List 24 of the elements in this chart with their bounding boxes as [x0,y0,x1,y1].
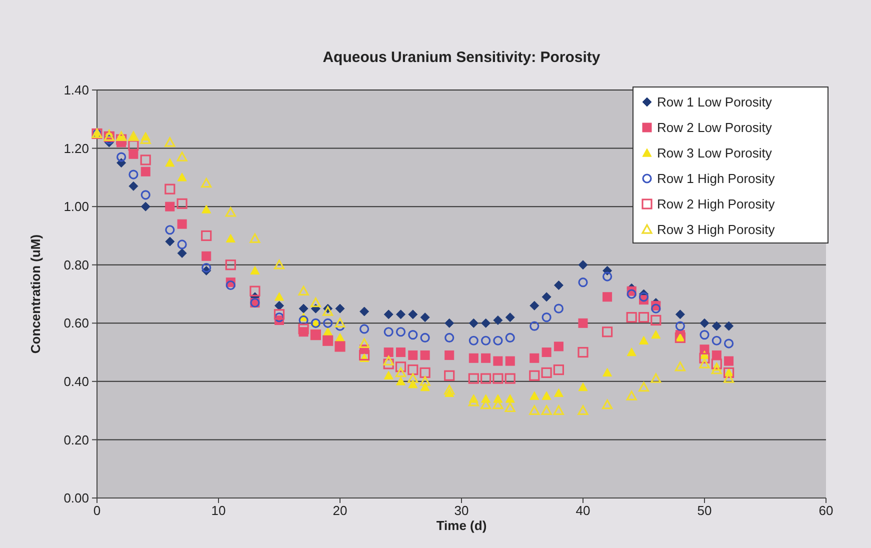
x-tick-label: 0 [93,503,101,518]
x-tick-label: 10 [211,503,226,518]
legend-label: Row 3 Low Porosity [657,146,772,161]
y-tick-label: 0.80 [64,257,89,272]
legend-label: Row 2 High Porosity [657,196,776,212]
y-tick-label: 0.00 [64,490,89,506]
chart-title: Aqueous Uranium Sensitivity: Porosity [322,49,601,66]
y-tick-label: 0.60 [64,316,89,331]
y-tick-label: 0.40 [64,374,89,389]
x-tick-label: 60 [818,503,834,518]
y-tick-label: 0.20 [64,432,89,448]
x-tick-label: 50 [697,503,712,518]
y-axis-title: Concentration (uM) [28,234,43,354]
x-axis-title: Time (d) [436,518,487,533]
y-tick-label: 1.00 [64,199,89,214]
legend-label: Row 1 Low Porosity [657,94,772,110]
x-tick-label: 40 [576,503,590,518]
legend-label: Row 1 High Porosity [657,171,776,186]
y-tick-label: 1.40 [64,82,89,98]
x-tick-label: 20 [332,503,348,518]
legend-label: Row 2 Low Porosity [657,120,772,136]
legend-label: Row 3 High Porosity [657,222,776,238]
x-tick-label: 30 [454,503,469,518]
y-tick-label: 1.20 [64,140,89,156]
